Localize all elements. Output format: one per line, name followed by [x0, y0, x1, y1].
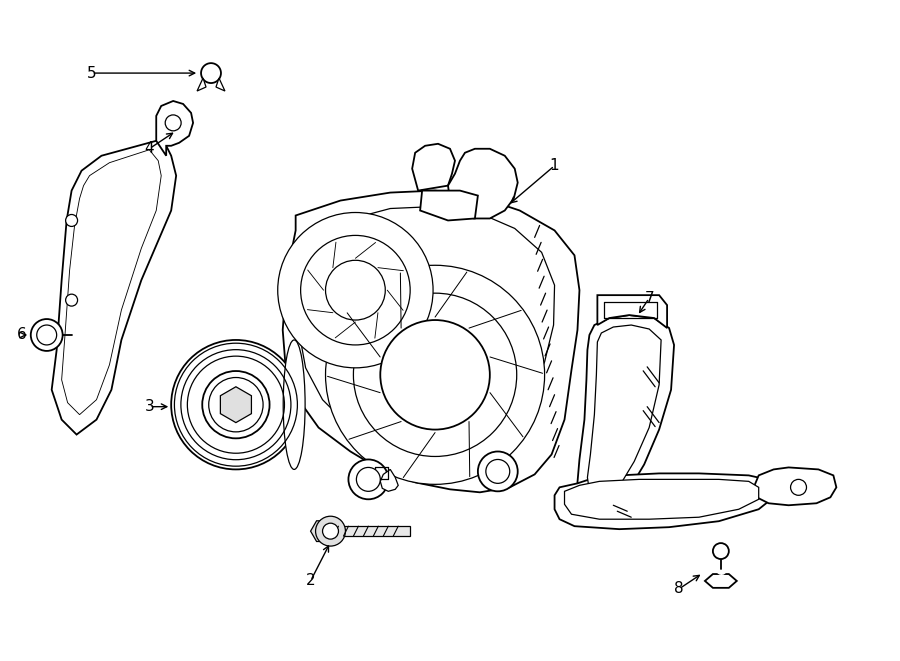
Circle shape — [326, 265, 544, 485]
Ellipse shape — [284, 340, 305, 469]
Polygon shape — [197, 78, 206, 91]
Text: 2: 2 — [306, 574, 315, 588]
Circle shape — [486, 459, 509, 483]
Circle shape — [171, 340, 301, 469]
Circle shape — [356, 467, 381, 491]
Text: 7: 7 — [644, 291, 654, 305]
Polygon shape — [412, 144, 455, 190]
Circle shape — [381, 320, 490, 430]
Text: 8: 8 — [674, 582, 684, 596]
Circle shape — [201, 63, 221, 83]
Polygon shape — [157, 101, 194, 156]
Polygon shape — [220, 387, 251, 422]
Polygon shape — [588, 325, 662, 497]
Text: 1: 1 — [550, 158, 560, 173]
Polygon shape — [578, 315, 674, 504]
Polygon shape — [216, 78, 225, 91]
Text: 6: 6 — [17, 327, 27, 342]
Polygon shape — [330, 526, 410, 536]
Polygon shape — [448, 149, 518, 219]
Polygon shape — [705, 574, 737, 588]
Circle shape — [301, 235, 410, 345]
Polygon shape — [51, 141, 176, 434]
Text: 3: 3 — [144, 399, 154, 414]
Circle shape — [348, 459, 388, 499]
Circle shape — [713, 543, 729, 559]
Circle shape — [66, 294, 77, 306]
Circle shape — [326, 260, 385, 320]
Polygon shape — [310, 521, 335, 541]
Circle shape — [31, 319, 63, 351]
Circle shape — [66, 214, 77, 227]
Text: 5: 5 — [86, 65, 96, 81]
Circle shape — [478, 451, 518, 491]
Polygon shape — [381, 469, 398, 491]
Circle shape — [316, 516, 346, 546]
Polygon shape — [283, 190, 580, 492]
Circle shape — [202, 371, 270, 438]
Circle shape — [322, 524, 338, 539]
Circle shape — [354, 293, 517, 457]
Polygon shape — [564, 479, 759, 519]
Polygon shape — [753, 467, 836, 505]
Polygon shape — [554, 473, 774, 529]
Text: 4: 4 — [145, 141, 154, 156]
Circle shape — [37, 325, 57, 345]
Circle shape — [278, 212, 433, 368]
Polygon shape — [598, 295, 667, 328]
Circle shape — [209, 377, 263, 432]
Polygon shape — [61, 150, 161, 414]
Polygon shape — [420, 190, 478, 221]
Polygon shape — [299, 206, 554, 461]
Circle shape — [166, 115, 181, 131]
Circle shape — [790, 479, 806, 495]
